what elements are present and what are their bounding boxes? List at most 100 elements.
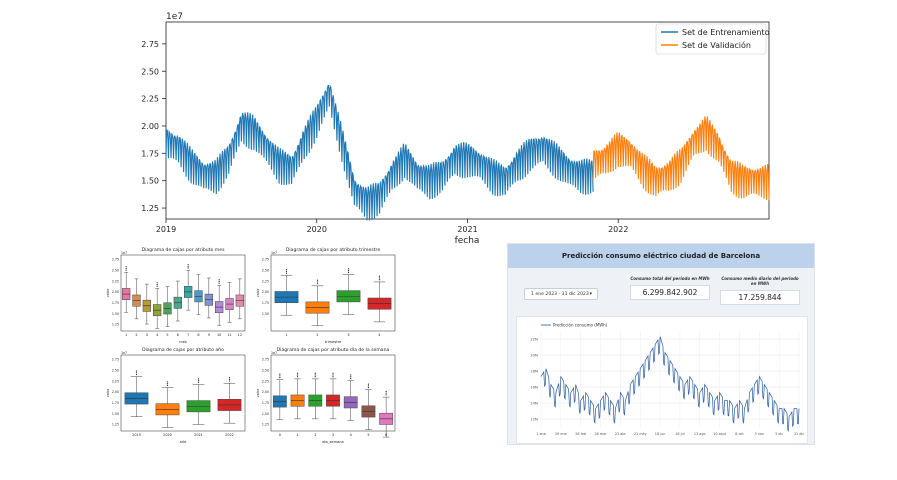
box-outlier <box>385 392 387 394</box>
y-tick-label: 1.75 <box>262 301 269 305</box>
x-tick-label: 12 <box>238 333 242 337</box>
y-tick-label: 2.00 <box>262 390 269 394</box>
y-tick-label: 2.00 <box>112 290 119 294</box>
box-outlier <box>279 376 281 379</box>
y-tick-label: 2.75 <box>141 40 159 49</box>
y-tick-label: 1.50 <box>262 312 269 316</box>
x-tick-label: 2019 <box>132 433 141 437</box>
y-multiplier-label: 1e7 <box>121 351 127 355</box>
x-tick-label: 29 ene <box>555 432 567 436</box>
box-outlier <box>125 269 127 271</box>
y-axis-ticks: 1.25 1.50 1.75 2.00 2.25 2.50 2.75 <box>141 40 166 213</box>
x-tick-label: 2021 <box>457 225 477 234</box>
x-tick-label: 13 ago <box>694 432 706 436</box>
x-tick-label: 2 <box>316 333 318 337</box>
y-multiplier-label: 1e7 <box>121 251 127 255</box>
box-outlier <box>314 372 316 374</box>
plot-frame <box>120 354 246 432</box>
box-outlier <box>279 373 281 375</box>
prediction-series-line <box>540 336 800 432</box>
x-tick-label: 4 <box>156 333 158 337</box>
box-outlier <box>332 372 334 374</box>
x-axis-label: trimestre <box>325 340 342 344</box>
kpi-total-label: Consumo total del periodo en MWh <box>630 276 710 281</box>
box-outlier <box>228 376 231 379</box>
x-tick-label: 11 <box>227 333 231 337</box>
x-tick-label: 23 abr <box>615 432 627 436</box>
box-outlier <box>197 378 200 380</box>
boxplot-title: Diagrama de cajas por atributo trimestre <box>286 247 380 253</box>
x-tick-label: 3 <box>332 433 334 437</box>
x-tick-label: 2022 <box>608 225 628 234</box>
kpi-daily-label: Consumo medio diario del periodo en MWh <box>721 276 799 286</box>
box-outlier <box>187 263 189 266</box>
boxplot-by-year: Diagrama de cajas por atributo año 1e7 1.2… <box>106 347 246 444</box>
chevron-down-icon: ▾ <box>589 291 592 297</box>
x-tick-label: 26 feb <box>575 432 586 436</box>
dashboard-title: Predicción consumo eléctrico ciudad de B… <box>508 244 814 268</box>
boxplot-title: Diagrama de cajas por atributo día de la… <box>277 346 390 353</box>
y-tick-label: 2.00 <box>112 390 119 394</box>
y-tick-label: 2.00 <box>262 290 269 294</box>
box-outlier <box>296 374 299 376</box>
x-tick-label: 10 sept <box>713 432 726 436</box>
x-tick-label: 2 <box>314 433 316 437</box>
x-axis-label: año <box>180 440 187 444</box>
box-outlier <box>285 269 288 271</box>
x-tick-label: 18 jun <box>655 432 666 436</box>
x-tick-label: 5 <box>166 333 168 337</box>
x-tick-label: 2021 <box>194 433 203 437</box>
boxplot-by-weekday: Diagrama de cajas por atributo día de la… <box>256 346 396 444</box>
x-tick-label: 1 <box>296 433 298 437</box>
x-tick-label: 31 dic <box>794 432 804 436</box>
y-tick-label: 22M <box>530 337 538 341</box>
box-outlier <box>314 376 316 378</box>
y-tick-label: 2.25 <box>112 279 119 283</box>
box-outlier <box>350 377 352 380</box>
y-tick-label: 16M <box>530 385 538 389</box>
main-time-series-chart: 1e7 1.25 1.50 1.75 2.00 2.25 2.50 2.75 2019 202… <box>141 12 770 245</box>
x-tick-label: 8 <box>197 333 199 337</box>
plot-frame <box>270 254 396 332</box>
x-tick-label: 2020 <box>307 225 327 234</box>
box-outlier <box>156 285 158 287</box>
box-outlier <box>228 378 231 380</box>
box-outlier <box>166 383 169 385</box>
y-tick-label: 2.50 <box>262 268 269 272</box>
y-tick-label: 2.00 <box>141 122 159 131</box>
y-tick-label: 1.50 <box>141 177 159 186</box>
box-outlier <box>135 370 138 372</box>
box-outlier <box>285 270 288 273</box>
x-tick-label: 3 dic <box>775 432 783 436</box>
box-outlier <box>166 381 169 383</box>
x-tick-label: 5 nov <box>755 432 764 436</box>
y-tick-label: 2.50 <box>262 368 269 372</box>
validation-series-line <box>592 116 770 201</box>
x-tick-label: 2019 <box>156 225 176 234</box>
y-tick-label: 2.50 <box>141 67 159 76</box>
y-axis-label: valor <box>256 388 260 397</box>
box-outlier <box>350 376 352 378</box>
prediction-line-chart: Predicción consumo (MWh) 12M 14M 16M 18M 20M 2… <box>530 323 804 437</box>
y-tick-label: 1.50 <box>262 412 269 416</box>
y-axis-label: valor <box>256 288 260 297</box>
box-outlier <box>125 266 127 268</box>
box-outlier <box>350 374 352 376</box>
y-tick-label: 1.75 <box>112 401 119 405</box>
box-outlier <box>316 283 319 285</box>
date-range-selector[interactable]: 1 ene 2023 - 31 dic 2023 ▾ <box>524 288 598 300</box>
legend-validation-label: Set de Validación <box>682 40 751 50</box>
box-outlier <box>218 280 220 283</box>
legend-train-label: Set de Entrenamiento <box>682 28 770 37</box>
boxplot-by-quarter: Diagrama de cajas por atributo trimestre… <box>256 247 396 344</box>
y-tick-label: 2.50 <box>112 368 119 372</box>
x-axis-label: mes <box>179 340 187 344</box>
date-range-value: 1 ene 2023 - 31 dic 2023 <box>531 291 589 297</box>
y-tick-label: 12M <box>530 417 538 421</box>
x-tick-label: 3 <box>347 333 349 337</box>
x-tick-label: 1 <box>125 333 127 337</box>
y-tick-label: 1.25 <box>112 423 119 427</box>
box-outlier <box>187 265 189 267</box>
x-tick-label: 16 jul <box>675 432 684 436</box>
y-multiplier-label: 1e7 <box>166 12 183 22</box>
